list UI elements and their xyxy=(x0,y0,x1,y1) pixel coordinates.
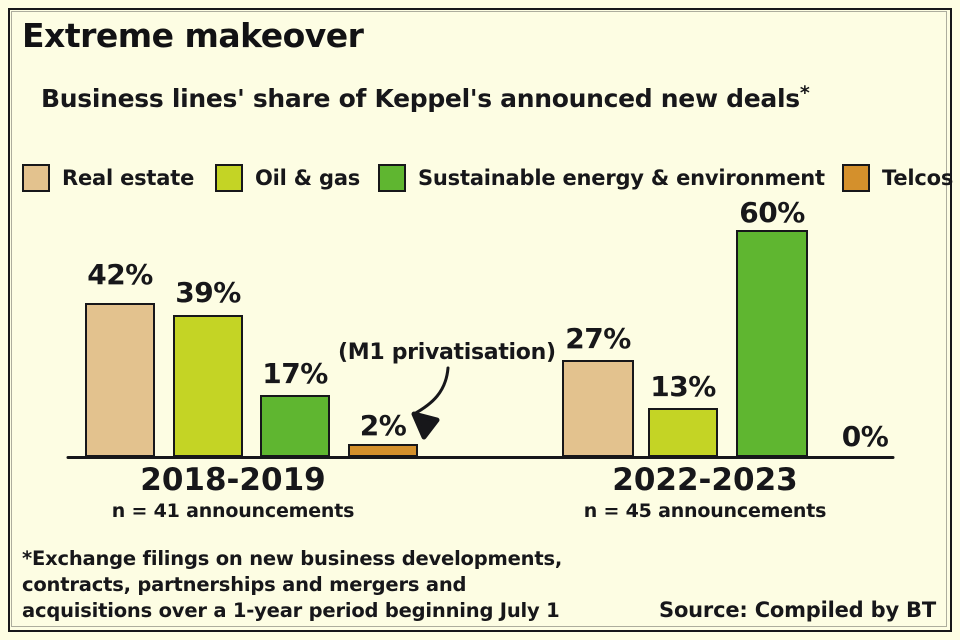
bar-2022-sustainable-energy[interactable] xyxy=(736,230,808,457)
chart-legend: Real estate Oil & gas Sustainable energy… xyxy=(22,158,953,198)
footnote-line-3: acquisitions over a 1-year period beginn… xyxy=(22,599,560,622)
legend-item-real-estate[interactable]: Real estate xyxy=(22,158,194,198)
annotation-arrow-curve xyxy=(412,366,450,416)
legend-item-telcos[interactable]: Telcos xyxy=(842,158,953,198)
footnote: *Exchange filings on new business develo… xyxy=(22,546,622,624)
legend-item-sustainable-energy[interactable]: Sustainable energy & environment xyxy=(378,158,825,198)
annotation-m1-privatisation: (M1 privatisation) xyxy=(338,340,556,365)
bar-value-2018-sustainable-energy: 17% xyxy=(262,357,328,390)
legend-swatch-oil-and-gas xyxy=(215,164,243,192)
bar-2018-real-estate[interactable] xyxy=(85,303,155,457)
bar-value-2018-telcos: 2% xyxy=(359,409,407,442)
legend-swatch-sustainable-energy xyxy=(378,164,406,192)
chart-subtitle: Business lines' share of Keppel's announ… xyxy=(41,82,810,113)
bar-value-2022-sustainable-energy: 60% xyxy=(739,196,805,229)
legend-swatch-real-estate xyxy=(22,164,50,192)
group-note-2018-2019: n = 41 announcements xyxy=(111,500,355,522)
legend-swatch-telcos xyxy=(842,164,870,192)
group-label-2018-2019: 2018-2019 xyxy=(140,462,326,498)
bar-value-2022-real-estate: 27% xyxy=(565,322,631,355)
chart-subtitle-text: Business lines' share of Keppel's announ… xyxy=(41,84,800,113)
bar-2018-telcos[interactable] xyxy=(348,444,418,457)
bar-2018-sustainable-energy[interactable] xyxy=(260,395,330,457)
bar-value-2022-telcos: 0% xyxy=(841,420,889,453)
legend-label-sustainable-energy: Sustainable energy & environment xyxy=(418,166,825,190)
page-title: Extreme makeover xyxy=(22,16,364,55)
source-credit: Source: Compiled by BT xyxy=(659,598,936,622)
group-label-2022-2023: 2022-2023 xyxy=(612,462,798,498)
bar-2022-real-estate[interactable] xyxy=(562,360,634,457)
group-note-2022-2023: n = 45 announcements xyxy=(583,500,827,522)
footnote-line-2: contracts, partnerships and mergers and xyxy=(22,573,467,596)
bar-value-2018-real-estate: 42% xyxy=(87,258,153,291)
bar-value-2018-oil-and-gas: 39% xyxy=(175,276,241,309)
legend-label-real-estate: Real estate xyxy=(62,166,195,190)
footnote-line-1: *Exchange filings on new business develo… xyxy=(22,547,563,570)
legend-item-oil-and-gas[interactable]: Oil & gas xyxy=(215,158,360,198)
footnote-marker-asterisk: * xyxy=(799,82,810,104)
bar-2018-oil-and-gas[interactable] xyxy=(173,315,243,457)
bar-value-2022-oil-and-gas: 13% xyxy=(650,370,716,403)
legend-label-telcos: Telcos xyxy=(882,166,954,190)
legend-label-oil-and-gas: Oil & gas xyxy=(255,166,361,190)
bar-2022-oil-and-gas[interactable] xyxy=(648,408,718,457)
